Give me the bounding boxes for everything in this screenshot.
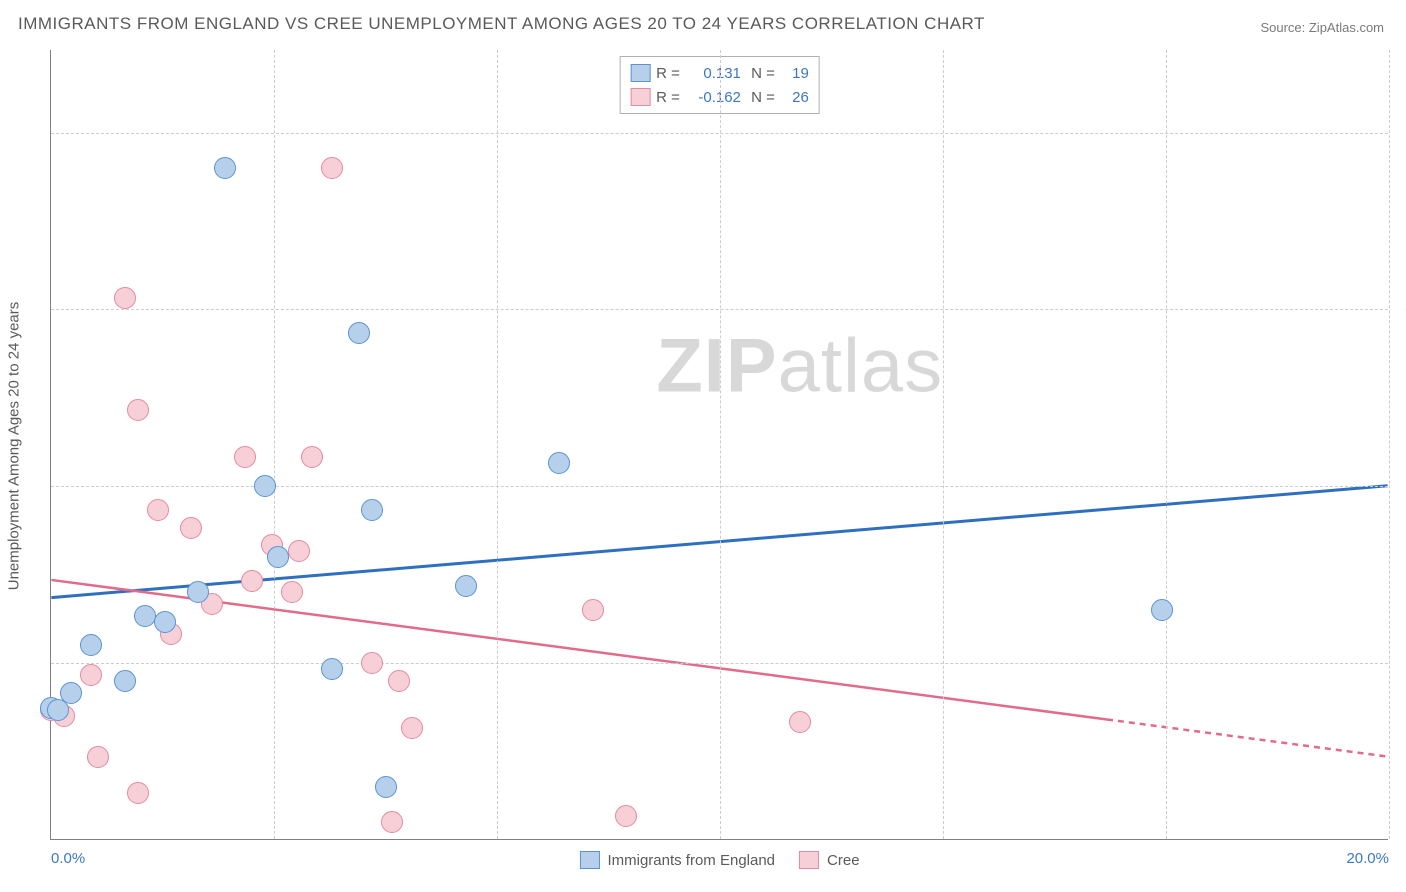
scatter-point bbox=[281, 581, 303, 603]
scatter-point bbox=[214, 157, 236, 179]
scatter-point bbox=[301, 446, 323, 468]
scatter-point bbox=[87, 746, 109, 768]
y-tick-label: 45.0% bbox=[1393, 301, 1406, 318]
source-attribution: Source: ZipAtlas.com bbox=[1260, 20, 1384, 35]
scatter-point bbox=[361, 652, 383, 674]
legend-r-0: 0.131 bbox=[686, 65, 741, 82]
gridline-vertical bbox=[497, 50, 498, 839]
legend-r-1: -0.162 bbox=[686, 89, 741, 106]
legend-label: Immigrants from England bbox=[607, 852, 775, 869]
scatter-point bbox=[582, 599, 604, 621]
scatter-point bbox=[80, 634, 102, 656]
legend-item: Cree bbox=[799, 851, 860, 869]
y-tick-label: 30.0% bbox=[1393, 478, 1406, 495]
y-tick-label: 15.0% bbox=[1393, 655, 1406, 672]
scatter-point bbox=[127, 399, 149, 421]
scatter-point bbox=[134, 605, 156, 627]
x-tick-label: 0.0% bbox=[51, 850, 85, 867]
watermark-light: atlas bbox=[778, 323, 944, 408]
y-tick-label: 60.0% bbox=[1393, 124, 1406, 141]
scatter-point bbox=[114, 670, 136, 692]
legend-swatch-1 bbox=[630, 88, 650, 106]
watermark-bold: ZIP bbox=[656, 323, 777, 408]
regression-line-dashed bbox=[1107, 719, 1388, 756]
scatter-point bbox=[615, 805, 637, 827]
scatter-point bbox=[147, 499, 169, 521]
legend-label: Cree bbox=[827, 852, 860, 869]
scatter-point bbox=[180, 517, 202, 539]
gridline-vertical bbox=[1166, 50, 1167, 839]
scatter-point bbox=[114, 287, 136, 309]
scatter-point bbox=[455, 575, 477, 597]
scatter-point bbox=[154, 611, 176, 633]
scatter-point bbox=[234, 446, 256, 468]
scatter-point bbox=[267, 546, 289, 568]
scatter-point bbox=[60, 682, 82, 704]
scatter-point bbox=[321, 658, 343, 680]
scatter-point bbox=[381, 811, 403, 833]
scatter-point bbox=[321, 157, 343, 179]
scatter-point bbox=[254, 475, 276, 497]
legend-swatch-0 bbox=[630, 64, 650, 82]
legend-n-1: 26 bbox=[781, 89, 809, 106]
scatter-point bbox=[789, 711, 811, 733]
scatter-point bbox=[348, 322, 370, 344]
scatter-point bbox=[47, 699, 69, 721]
chart-title: IMMIGRANTS FROM ENGLAND VS CREE UNEMPLOY… bbox=[18, 14, 985, 34]
scatter-point bbox=[80, 664, 102, 686]
legend-n-0: 19 bbox=[781, 65, 809, 82]
scatter-point bbox=[187, 581, 209, 603]
gridline-vertical bbox=[1389, 50, 1390, 839]
legend-item: Immigrants from England bbox=[579, 851, 775, 869]
chart-plot-area: ZIPatlas R = 0.131 N = 19 R = -0.162 N =… bbox=[50, 50, 1388, 840]
gridline-vertical bbox=[274, 50, 275, 839]
scatter-point bbox=[288, 540, 310, 562]
scatter-point bbox=[361, 499, 383, 521]
legend-swatch bbox=[579, 851, 599, 869]
scatter-point bbox=[548, 452, 570, 474]
scatter-point bbox=[401, 717, 423, 739]
scatter-point bbox=[375, 776, 397, 798]
series-legend: Immigrants from England Cree bbox=[579, 851, 859, 869]
watermark: ZIPatlas bbox=[656, 322, 943, 409]
gridline-vertical bbox=[720, 50, 721, 839]
legend-swatch bbox=[799, 851, 819, 869]
scatter-point bbox=[241, 570, 263, 592]
gridline-vertical bbox=[943, 50, 944, 839]
scatter-point bbox=[1151, 599, 1173, 621]
x-tick-label: 20.0% bbox=[1346, 850, 1389, 867]
scatter-point bbox=[127, 782, 149, 804]
scatter-point bbox=[388, 670, 410, 692]
y-axis-label: Unemployment Among Ages 20 to 24 years bbox=[6, 302, 23, 591]
